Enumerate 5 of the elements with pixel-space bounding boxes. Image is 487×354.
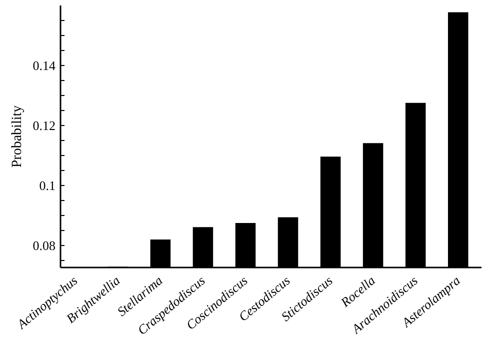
y-axis-title: Probability [10,105,25,168]
y-tick-label: 0.08 [32,238,56,254]
y-tick-label: 0.14 [32,58,56,74]
y-tick-label: 0.1 [39,178,56,194]
y-tick-label: 0.12 [32,118,56,134]
